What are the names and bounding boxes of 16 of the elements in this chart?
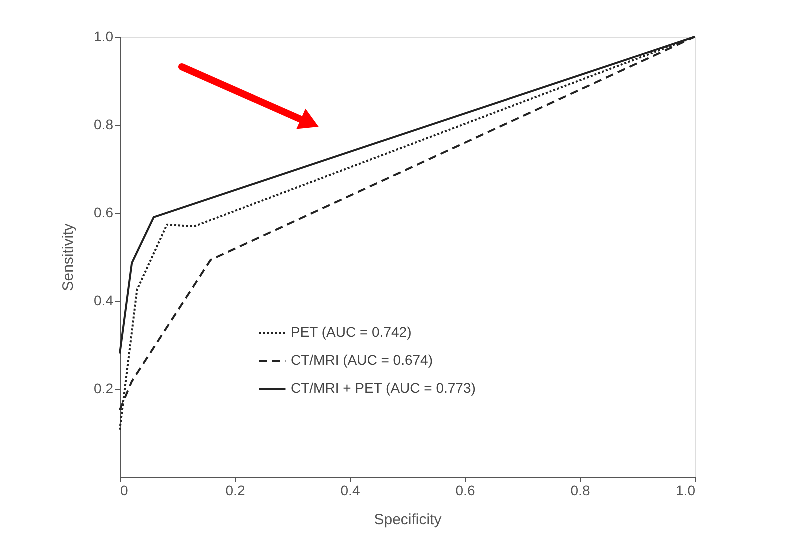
x-tick-label: 0.2 xyxy=(226,482,246,498)
y-tick-label: 0.8 xyxy=(94,116,114,132)
legend-label: PET (AUC = 0.742) xyxy=(291,324,412,340)
legend-label: CT/MRI (AUC = 0.674) xyxy=(291,352,433,368)
y-tick-label: 0.6 xyxy=(94,204,114,220)
x-tick-label: 0.4 xyxy=(340,482,360,498)
x-axis-title: Specificity xyxy=(374,512,442,528)
y-tick-label: 0.2 xyxy=(94,380,114,396)
x-tick-label: 0.6 xyxy=(456,482,476,498)
y-tick-label: 0.4 xyxy=(94,292,114,308)
y-tick-label: 1.0 xyxy=(94,28,114,44)
x-tick-label: 0 xyxy=(120,482,128,498)
legend-label: CT/MRI + PET (AUC = 0.773) xyxy=(291,380,476,396)
x-tick-label: 0.8 xyxy=(570,482,590,498)
y-axis-title: Sensitivity xyxy=(60,223,78,292)
x-tick-label: 1.0 xyxy=(676,482,696,498)
